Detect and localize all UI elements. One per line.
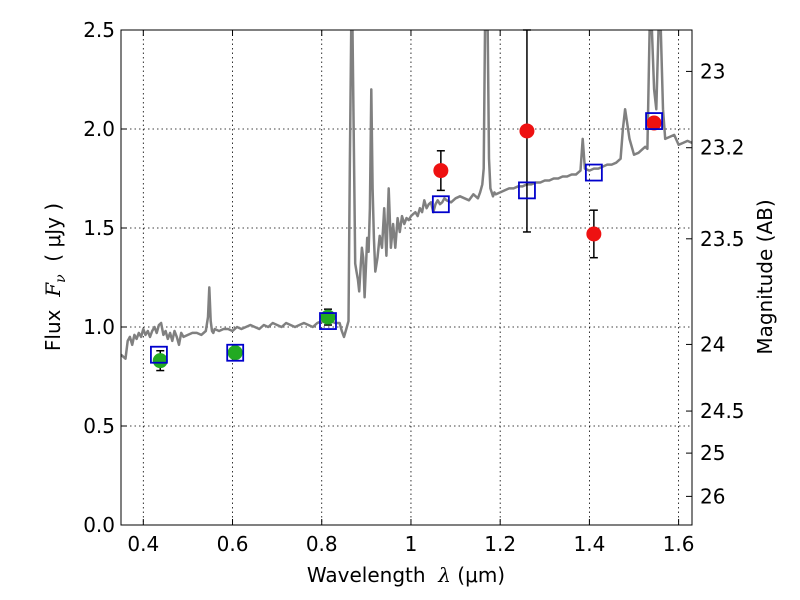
observed-point <box>320 309 336 325</box>
x-tick-label: 1.4 <box>573 532 605 556</box>
x-axis-label: Wavelength λ (μm) <box>307 563 505 587</box>
model-spectrum-line <box>121 30 692 360</box>
plot-frame <box>120 29 693 526</box>
observed-point <box>646 115 662 131</box>
y2-tick-label: 23 <box>700 59 725 83</box>
x-tick-label: 1.6 <box>663 532 695 556</box>
y-axis-label: Flux Fν ( μJy ) <box>41 203 69 351</box>
y-tick-label: 0.0 <box>83 513 115 537</box>
observed-point <box>227 345 243 361</box>
y-tick-label: 0.5 <box>83 414 115 438</box>
model-point <box>319 312 337 330</box>
x-tick-label: 0.8 <box>306 532 338 556</box>
error-bars <box>156 29 598 372</box>
y2-tick-label: 23.5 <box>700 227 745 251</box>
x-tick-label: 1 <box>405 532 418 556</box>
y2-tick-label: 24 <box>700 332 725 356</box>
x-tick-label: 0.4 <box>127 532 159 556</box>
y2-tick-label: 24.5 <box>700 399 745 423</box>
model-point <box>150 345 168 364</box>
grid <box>121 29 692 526</box>
y2-tick-label: 26 <box>700 484 725 508</box>
y-tick-label: 1.0 <box>83 315 115 339</box>
y-tick-label: 2.5 <box>83 18 115 42</box>
y2-tick-label: 23.2 <box>700 136 745 160</box>
model-point <box>226 343 245 362</box>
y-tick-label: 2.0 <box>83 117 115 141</box>
model-point <box>645 112 663 130</box>
axes: 0.4 0.6 0.8 1 1.2 1.4 1.6 0.0 0.5 1.0 1.5 2.0 2.5 23 2… <box>83 18 744 556</box>
model-point <box>431 195 450 214</box>
x-tick-label: 1.2 <box>484 532 516 556</box>
model-point <box>584 163 603 182</box>
model-point <box>518 181 536 200</box>
y2-tick-label: 25 <box>700 441 725 465</box>
observed-point <box>586 226 602 242</box>
observed-point <box>433 163 449 179</box>
y-tick-label: 1.5 <box>83 216 115 240</box>
y2-axis-label: Magnitude (AB) <box>753 199 777 354</box>
observed-point <box>519 123 535 139</box>
data-markers <box>150 112 663 369</box>
model-spectrum <box>121 30 692 360</box>
observed-point <box>152 353 168 369</box>
x-tick-label: 0.6 <box>217 532 249 556</box>
